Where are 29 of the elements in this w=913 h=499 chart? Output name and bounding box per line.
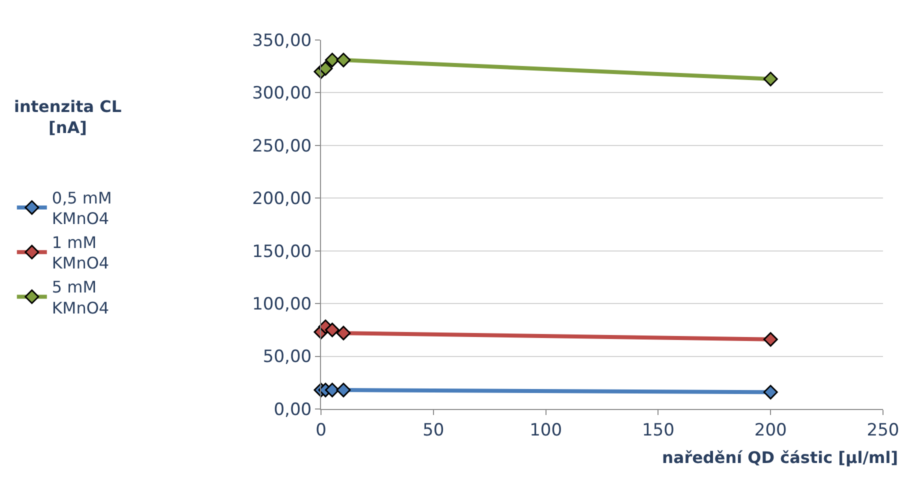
y-tick-label: 300,00 — [252, 84, 312, 104]
point — [763, 332, 778, 347]
point — [318, 61, 333, 76]
point — [336, 52, 351, 68]
x-tick-label: 150 — [642, 420, 674, 440]
point — [324, 382, 340, 398]
text: intenzita CL [nA] — [14, 97, 122, 137]
point — [763, 384, 778, 400]
legend-label: 0,5 mM KMnO4 — [52, 188, 112, 228]
y-tick-label: 350,00 — [252, 30, 312, 51]
point — [336, 326, 351, 340]
point — [324, 52, 340, 68]
x-tick-label: 200 — [754, 420, 787, 440]
point — [763, 72, 778, 86]
x-tick-label: 100 — [530, 420, 562, 440]
x-axis-title: naředění QD částic [µl/ml] — [662, 448, 898, 467]
y-tick-label: 0,00 — [274, 400, 312, 420]
x-tick-label: 0 — [316, 420, 326, 440]
legend-label: 1 mM KMnO4 — [52, 232, 110, 273]
y-tick-label: 50,00 — [262, 347, 312, 368]
y-tick-label: 150,00 — [252, 242, 312, 262]
legend-label: 5 mM KMnO4 — [52, 278, 110, 318]
x-tick-label: 50 — [422, 420, 444, 440]
y-tick-label: 200,00 — [252, 189, 312, 210]
point — [336, 382, 351, 398]
point — [324, 322, 340, 338]
y-tick-label: 250,00 — [252, 136, 312, 156]
y-tick-label: 100,00 — [252, 294, 312, 315]
x-tick-label: 250 — [866, 420, 900, 440]
